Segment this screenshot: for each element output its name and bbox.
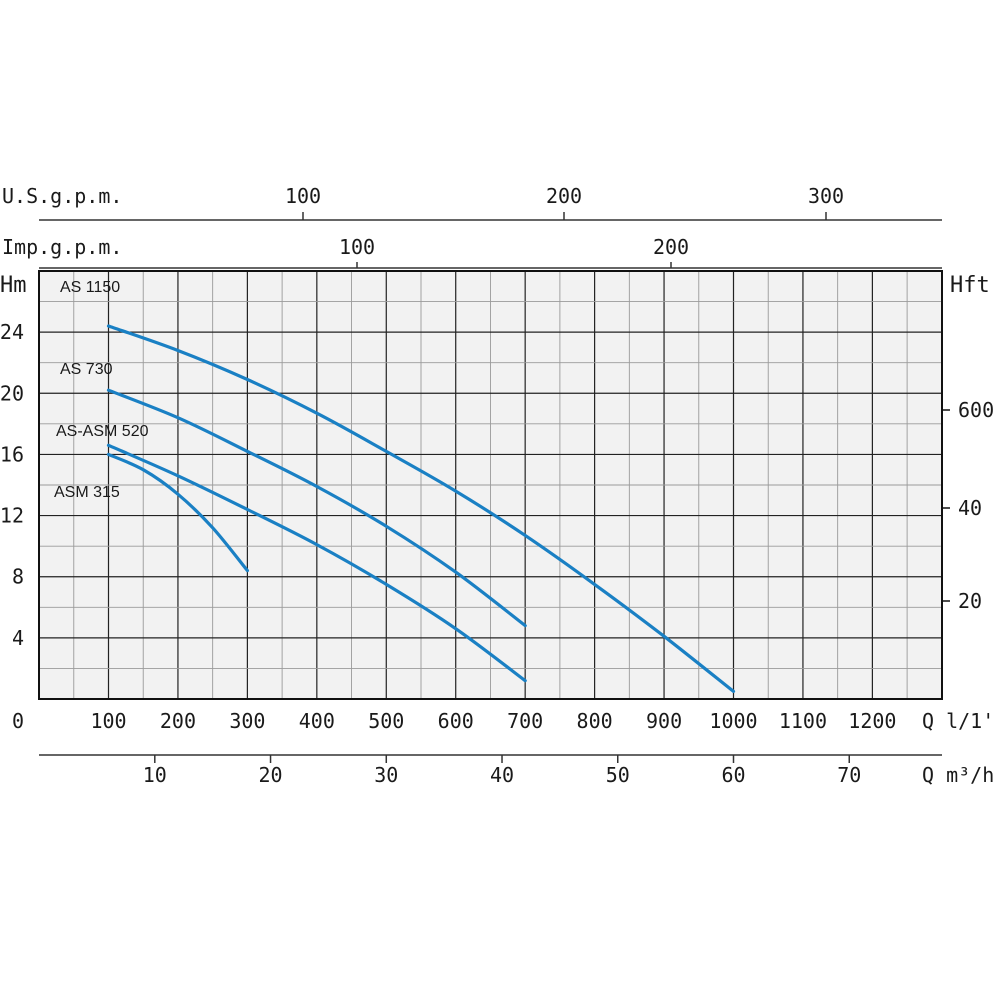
- us-gpm-tick-label: 200: [546, 184, 582, 208]
- x-tick-label: 200: [160, 709, 196, 733]
- x-tick-label: 0: [12, 709, 24, 733]
- series-label-asm-315: ASM 315: [54, 484, 120, 501]
- series-line-as-730: [106, 388, 527, 628]
- series-line-as-1150: [106, 324, 736, 693]
- x-tick-label: 400: [299, 709, 335, 733]
- x-tick-label: 1100: [779, 709, 827, 733]
- imp-gpm-axis-label: Imp.g.p.m.: [2, 235, 122, 259]
- plot-frame: [38, 270, 943, 700]
- series-label-as-730: AS 730: [60, 361, 113, 378]
- y-tick-label: 4: [12, 626, 24, 650]
- x-tick-label: 1000: [709, 709, 757, 733]
- m3h-tick-label: 60: [721, 763, 745, 787]
- y-tick-label: 20: [0, 381, 24, 405]
- x-tick-label: 700: [507, 709, 543, 733]
- m3h-tick-label: 20: [258, 763, 282, 787]
- x-tick-label: 300: [229, 709, 265, 733]
- us-gpm-axis-label: U.S.g.p.m.: [2, 184, 122, 208]
- series-line-asm-315: [106, 452, 249, 573]
- labels-layer: AS 1150 AS 730 AS-ASM 520 ASM 315: [54, 279, 149, 501]
- right-tick-label: 600: [958, 398, 994, 422]
- y-tick-label: 16: [0, 442, 24, 466]
- y-tick-label: 8: [12, 565, 24, 589]
- y-tick-label: 24: [0, 320, 24, 344]
- x-tick-label: 1200: [848, 709, 896, 733]
- imp-gpm-tick-label: 200: [653, 235, 689, 259]
- series-label-as-asm-520: AS-ASM 520: [56, 423, 149, 440]
- us-gpm-tick-label: 100: [285, 184, 321, 208]
- series-line-as-asm-520: [106, 443, 527, 683]
- x-axis-label: Q l/1': [922, 709, 994, 733]
- imp-gpm-tick-label: 100: [339, 235, 375, 259]
- right-tick-label: 20: [958, 589, 982, 613]
- right-axis-label: Hft: [950, 273, 990, 298]
- m3h-tick-label: 50: [606, 763, 630, 787]
- x-tick-label: 800: [577, 709, 613, 733]
- x-tick-label: 900: [646, 709, 682, 733]
- m3h-tick-label: 40: [490, 763, 514, 787]
- x-tick-label: 100: [90, 709, 126, 733]
- right-tick-label: 40: [958, 496, 982, 520]
- x-tick-label: 500: [368, 709, 404, 733]
- y-tick-label: 12: [0, 504, 24, 528]
- m3h-tick-label: 70: [837, 763, 861, 787]
- m3h-tick-label: 10: [143, 763, 167, 787]
- x-tick-label: 600: [438, 709, 474, 733]
- y-axis-label: Hm: [0, 273, 27, 298]
- m3h-tick-label: 30: [374, 763, 398, 787]
- series-label-as-1150: AS 1150: [60, 279, 120, 296]
- series-layer: [106, 324, 736, 693]
- m3h-axis-label: Q m³/h: [922, 763, 994, 787]
- us-gpm-tick-label: 300: [808, 184, 844, 208]
- grid: [39, 271, 942, 699]
